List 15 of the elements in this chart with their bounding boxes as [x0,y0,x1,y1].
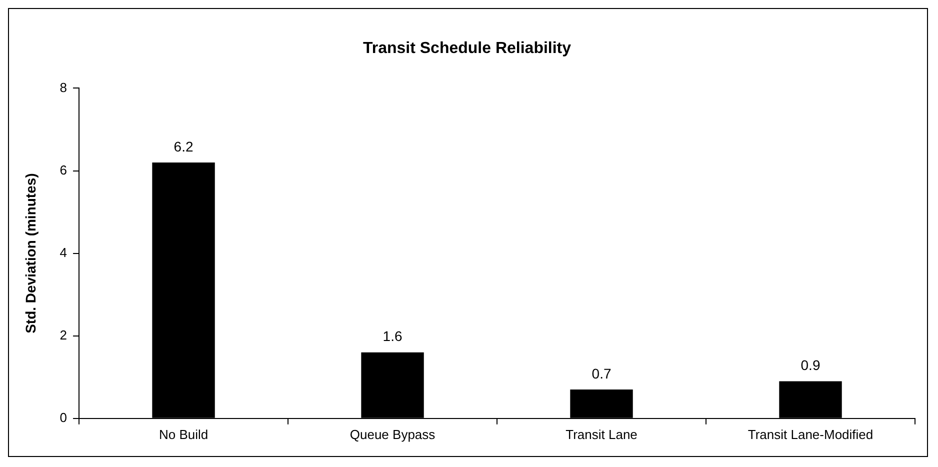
data-label: 6.2 [174,138,194,154]
x-tick-label: Transit Lane-Modified [748,426,874,442]
x-tick-label: Transit Lane [566,426,638,442]
chart-title: Transit Schedule Reliability [362,40,572,58]
data-label: 0.7 [592,365,612,382]
x-tick-label: No Build [158,426,208,442]
y-tick-label: 8 [60,80,68,95]
y-axis-title: Std. Deviation (minutes) [22,173,38,334]
y-tick-label: 4 [60,244,68,260]
x-tick-label: Queue Bypass [350,426,436,442]
y-tick-label: 2 [60,327,68,342]
y-tick-label: 6 [60,162,68,178]
data-label: 0.9 [800,357,820,374]
y-tick-label: 0 [60,410,68,425]
data-label: 1.6 [382,328,402,344]
